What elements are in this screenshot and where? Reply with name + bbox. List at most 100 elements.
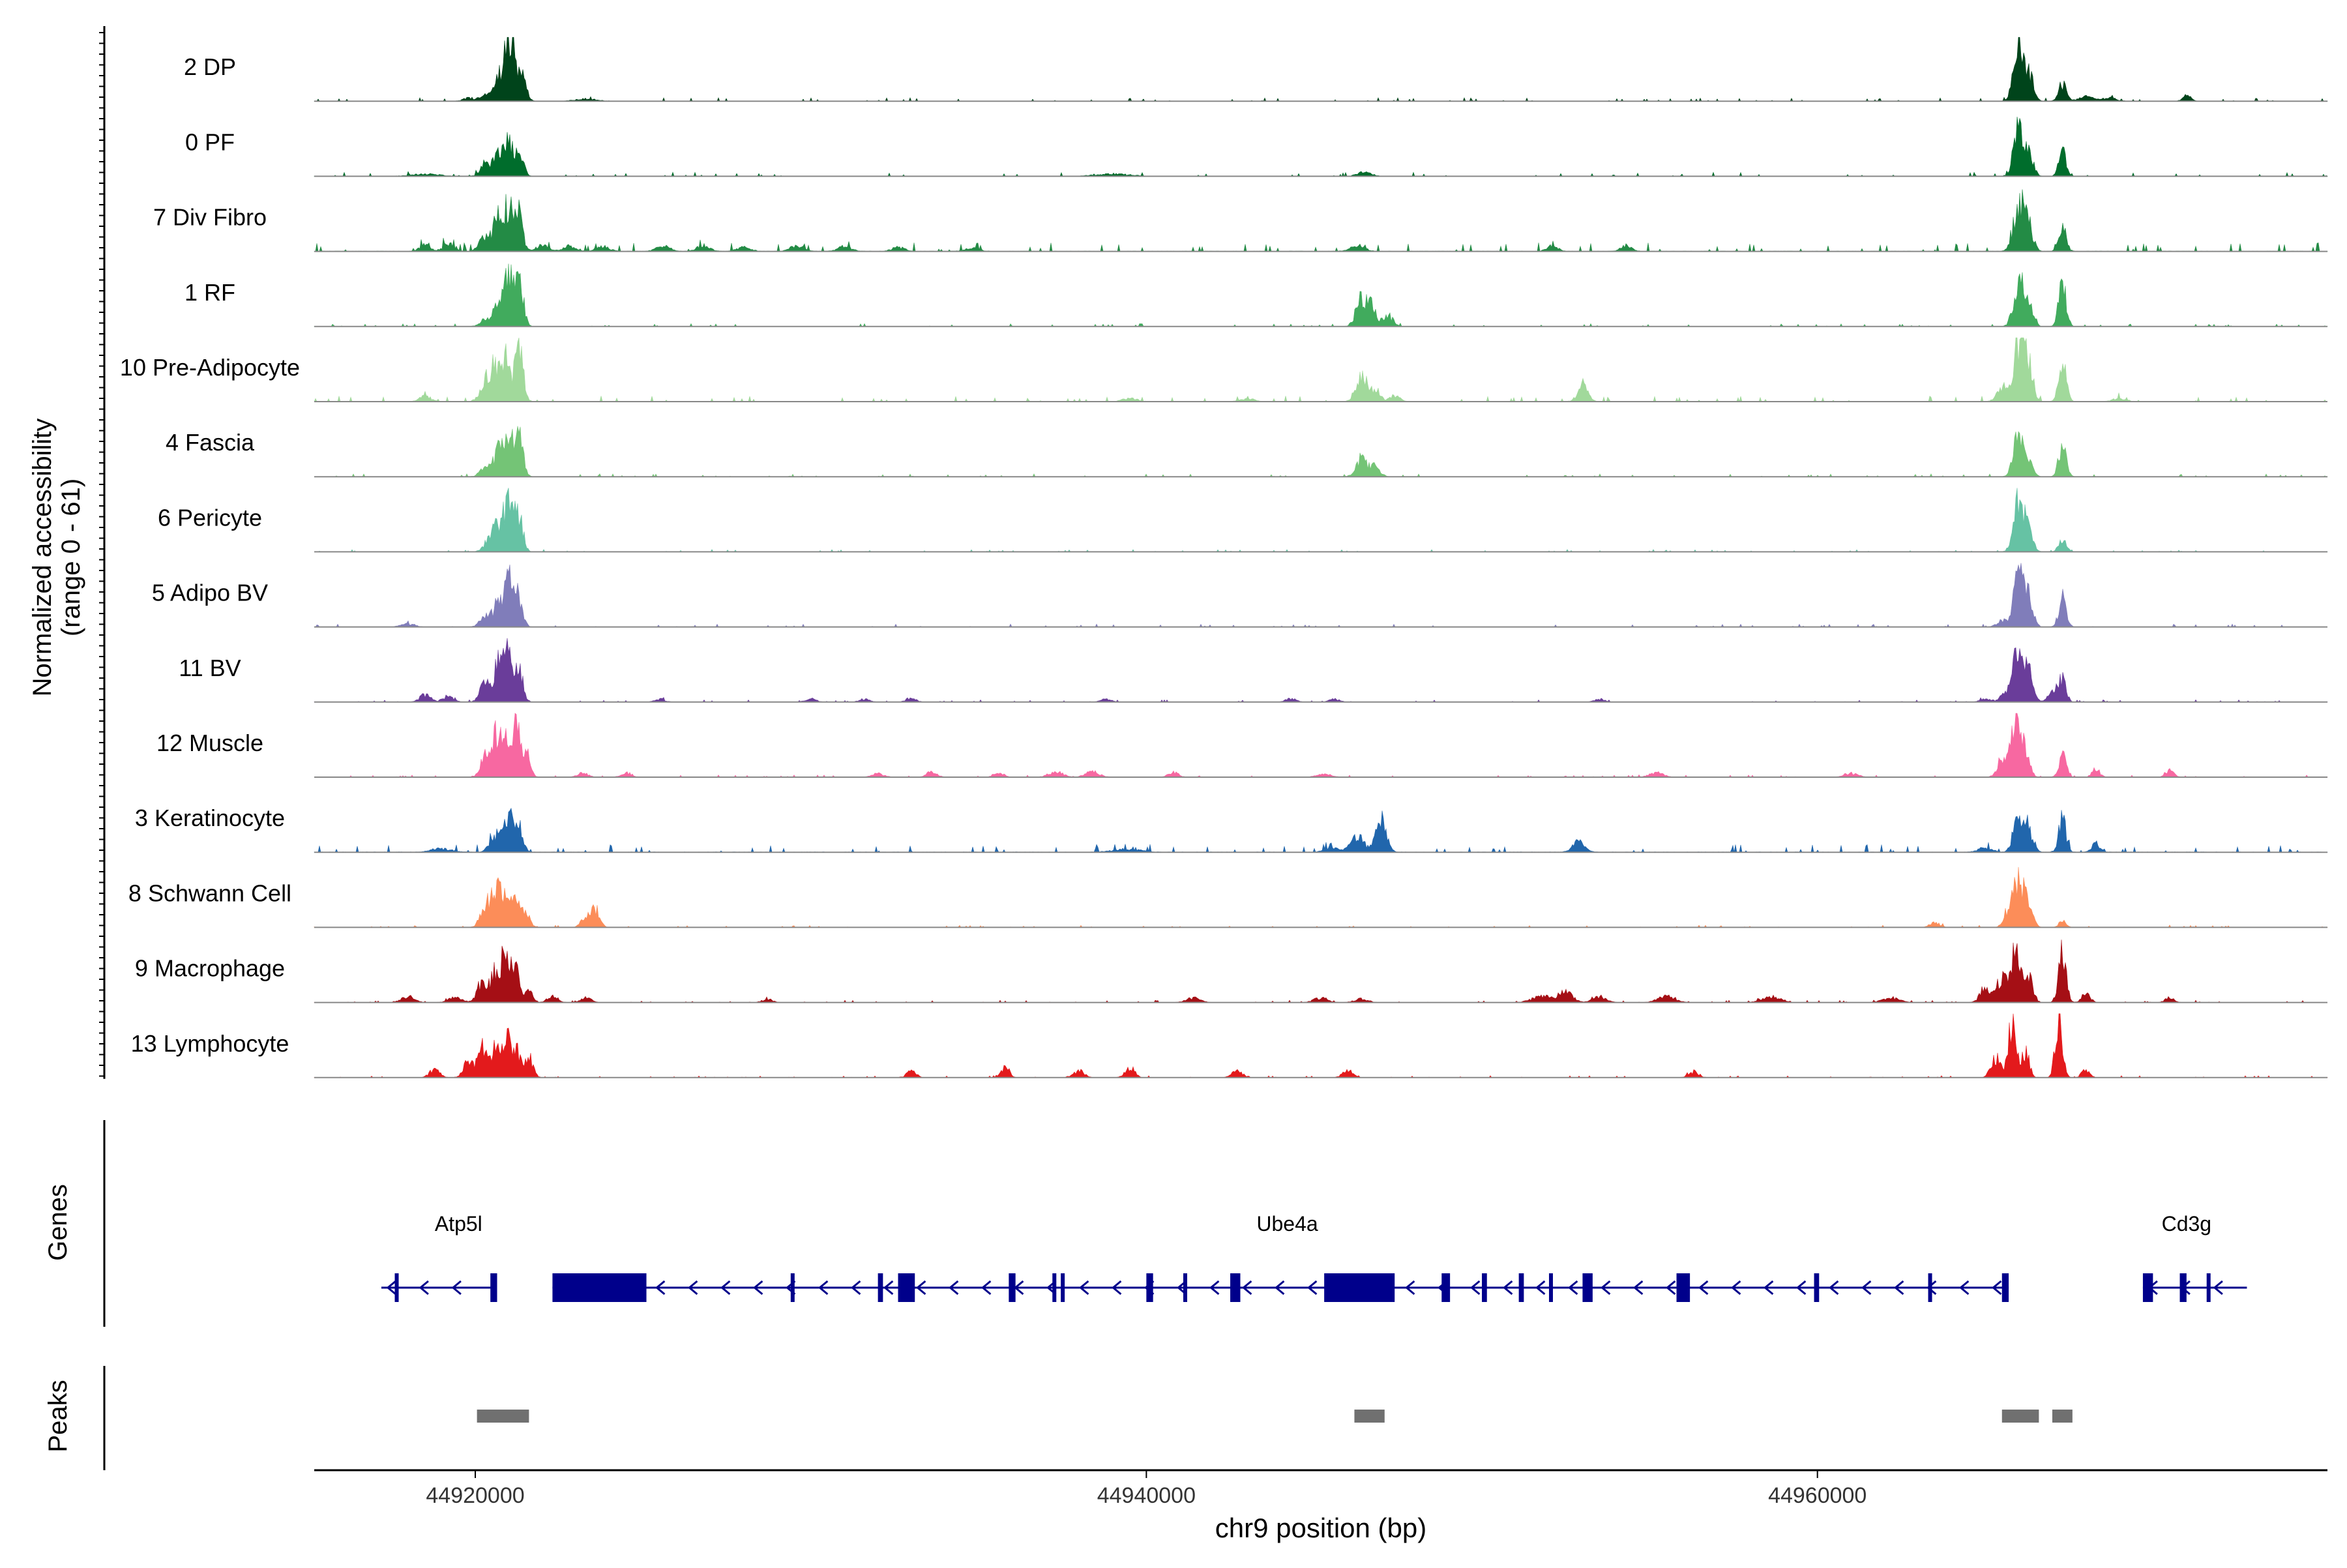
strand-arrow xyxy=(419,1280,429,1295)
strand-arrow xyxy=(1731,1280,1741,1295)
track-12-muscle: 12 Muscle xyxy=(156,713,2328,778)
strand-arrow xyxy=(851,1280,861,1295)
gene-exon xyxy=(1441,1273,1451,1302)
track-label: 5 Adipo BV xyxy=(152,580,268,606)
strand-arrow xyxy=(386,1280,396,1295)
coverage-area xyxy=(314,713,2328,778)
gene-exon xyxy=(394,1273,399,1302)
coverage-area xyxy=(314,807,2328,853)
track-7-div-fibro: 7 Div Fibro xyxy=(153,189,2328,252)
track-5-adipo-bv: 5 Adipo BV xyxy=(152,563,2327,628)
strand-arrow xyxy=(1209,1280,1220,1295)
gene-exon xyxy=(1676,1273,1690,1302)
gene-exon xyxy=(1814,1273,1820,1302)
y-axis-label-range: (range 0 - 61) xyxy=(57,479,85,636)
track-label: 6 Pericyte xyxy=(158,504,262,531)
strand-arrow xyxy=(818,1280,829,1295)
strand-arrow xyxy=(1405,1280,1415,1295)
strand-arrow xyxy=(1470,1280,1481,1295)
gene-exon xyxy=(898,1273,915,1302)
coverage-area xyxy=(314,488,2328,552)
strand-arrow xyxy=(1275,1280,1285,1295)
track-label: 3 Keratinocyte xyxy=(135,805,285,831)
coverage-area xyxy=(314,117,2328,177)
gene-exon xyxy=(2142,1273,2153,1302)
strand-arrow xyxy=(1861,1280,1872,1295)
gene-label: Atp5l xyxy=(435,1212,482,1235)
strand-arrow xyxy=(2213,1280,2223,1295)
axes: Normalized accessibility (range 0 - 61) … xyxy=(28,26,1426,1543)
gene-exon xyxy=(790,1273,795,1302)
strand-arrow xyxy=(1959,1280,1970,1295)
track-label: 1 RF xyxy=(185,279,235,306)
track-label: 12 Muscle xyxy=(156,730,263,756)
strand-arrow xyxy=(720,1280,731,1295)
strand-arrow xyxy=(1079,1280,1089,1295)
x-tick-label: 44920000 xyxy=(426,1483,524,1508)
y-axis-label: Normalized accessibility xyxy=(28,419,57,697)
gene-exon xyxy=(1052,1273,1057,1302)
coverage-area xyxy=(314,1013,2328,1078)
gene-exon xyxy=(2206,1273,2211,1302)
coverage-area xyxy=(314,638,2328,703)
coverage-tracks: 2 DP 0 PF 7 Div Fibro 1 RF 10 Pre-Adipocyte 4… xyxy=(120,37,2328,1078)
strand-arrow xyxy=(1764,1280,1774,1295)
gene-exon xyxy=(552,1273,647,1302)
peaks-track xyxy=(103,1366,2073,1470)
strand-arrow xyxy=(1307,1280,1318,1295)
strand-arrow xyxy=(1666,1280,1676,1295)
strand-arrow xyxy=(655,1280,666,1295)
track-1-rf: 1 RF xyxy=(185,263,2328,327)
track-0-pf: 0 PF xyxy=(185,117,2328,177)
strand-arrow xyxy=(1535,1280,1546,1295)
gene-exon xyxy=(1009,1273,1016,1302)
strand-arrow xyxy=(916,1280,926,1295)
strand-arrow xyxy=(753,1280,763,1295)
strand-arrow xyxy=(1926,1280,1937,1295)
strand-arrow xyxy=(981,1280,992,1295)
track-11-bv: 11 BV xyxy=(179,638,2328,703)
genes-track: Atp5l Ube4a Cd3g xyxy=(103,1120,2247,1327)
coverage-area xyxy=(314,263,2328,327)
gene-exon xyxy=(1482,1273,1487,1302)
track-2-dp: 2 DP xyxy=(184,37,2328,102)
track-3-keratinocyte: 3 Keratinocyte xyxy=(135,805,2328,853)
x-axis-label: chr9 position (bp) xyxy=(1215,1513,1427,1543)
track-13-lymphocyte: 13 Lymphocyte xyxy=(131,1013,2328,1078)
peak-region xyxy=(477,1410,529,1423)
coverage-area xyxy=(314,337,2328,402)
gene-exon xyxy=(1230,1273,1241,1302)
peak-region xyxy=(2001,1410,2039,1423)
strand-arrow xyxy=(451,1280,462,1295)
peak-region xyxy=(2052,1410,2073,1423)
coverage-area xyxy=(314,37,2328,102)
track-label: 9 Macrophage xyxy=(135,955,285,982)
strand-arrow xyxy=(1112,1280,1122,1295)
gene-exon xyxy=(2001,1273,2009,1302)
track-label: 13 Lymphocyte xyxy=(131,1030,289,1057)
gene-label: Ube4a xyxy=(1256,1212,1318,1235)
track-8-schwann-cell: 8 Schwann Cell xyxy=(128,866,2328,928)
strand-arrow xyxy=(1698,1280,1709,1295)
strand-arrow xyxy=(1894,1280,1904,1295)
genes-track-label: Genes xyxy=(44,1184,72,1261)
track-label: 4 Fascia xyxy=(166,429,255,456)
x-tick-label: 44940000 xyxy=(1097,1483,1196,1508)
coverage-area xyxy=(314,866,2328,928)
peak-region xyxy=(1354,1410,1385,1423)
strand-arrow xyxy=(1568,1280,1578,1295)
coverage-area xyxy=(314,939,2328,1003)
strand-arrow xyxy=(1992,1280,2002,1295)
gene-exon xyxy=(1324,1273,1395,1302)
coverage-area xyxy=(314,563,2327,628)
gene-exon xyxy=(1582,1273,1593,1302)
strand-arrow xyxy=(883,1280,894,1295)
gene-exon xyxy=(1183,1273,1187,1302)
strand-arrow xyxy=(1601,1280,1611,1295)
track-label: 2 DP xyxy=(184,53,236,80)
strand-arrow xyxy=(949,1280,959,1295)
gene-ube4a: Ube4a xyxy=(552,1212,2009,1302)
coverage-area xyxy=(314,426,2328,477)
